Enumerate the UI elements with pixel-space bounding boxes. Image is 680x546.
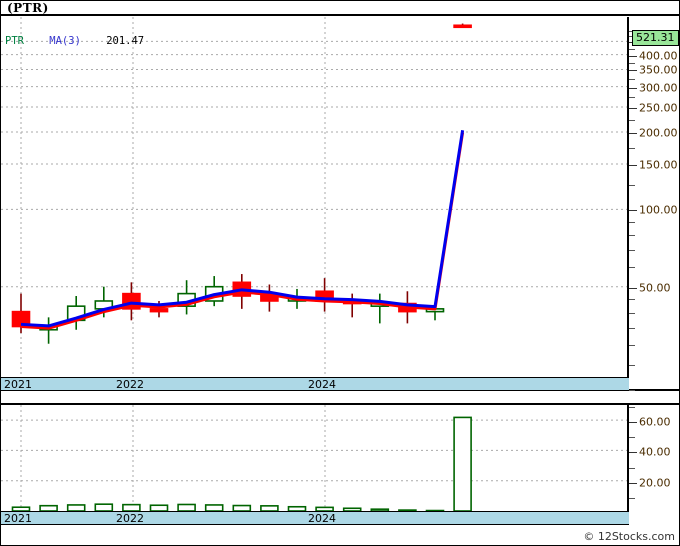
price-axis-tick: [629, 87, 637, 89]
price-legend: PTR MA(3) 201.47: [5, 35, 144, 47]
macd-axis-tick: [629, 452, 637, 454]
date-axis-label: 2022: [116, 378, 144, 391]
price-axis-minor-tick: [629, 365, 635, 367]
price-axis-label: 100.00: [639, 203, 678, 217]
legend-value: 201.47: [106, 35, 145, 47]
price-axis-minor-tick: [629, 48, 635, 50]
price-axis-label: 200.00: [639, 126, 678, 140]
price-axis-label: 350.00: [639, 63, 678, 77]
price-axis-label: 150.00: [639, 158, 678, 172]
macd-gridlines: [1, 419, 627, 482]
title-bar: (PTR): [1, 1, 679, 16]
macd-value-axis: 20.00 40.00 60.00: [629, 403, 679, 511]
candlestick-series: [11, 23, 472, 344]
macd-axis-minor-tick: [629, 497, 635, 499]
legend-symbol: PTR: [5, 35, 24, 47]
macd-axis-minor-tick: [629, 407, 635, 408]
copyright-notice: © 12Stocks.com: [583, 530, 675, 543]
price-axis-minor-tick: [629, 267, 635, 269]
legend-indicator: MA(3): [49, 35, 81, 47]
macd-plot-area[interactable]: [1, 405, 627, 511]
price-axis-minor-tick: [629, 78, 635, 80]
macd-chart-panel[interactable]: MACD(26,12,9) MACD:61.81: [1, 403, 629, 511]
price-axis-minor-tick: [629, 390, 635, 391]
price-axis-tick: [629, 55, 637, 57]
page-title: (PTR): [7, 1, 49, 15]
price-axis-label: 250.00: [639, 101, 678, 115]
price-axis-tick: [629, 165, 637, 167]
macd-axis-label: 60.00: [639, 415, 671, 429]
price-axis-tick: [629, 108, 637, 110]
price-axis-tick: [629, 287, 637, 289]
macd-axis-label: 20.00: [639, 476, 671, 490]
price-vertical-gridlines: [20, 17, 326, 389]
price-axis-minor-tick: [629, 97, 635, 99]
price-axis-tick: [629, 132, 637, 134]
price-axis-minor-tick: [629, 299, 635, 301]
price-plot-area[interactable]: [1, 17, 627, 389]
price-date-axis: 2021 2022 2024: [1, 377, 629, 391]
macd-axis-tick: [629, 422, 637, 424]
price-axis-tick: [629, 70, 637, 72]
price-value-axis: 50.00 100.00 150.00 200.00 250.00 300.00 350.0…: [629, 17, 679, 391]
macd-date-axis: 2021 2022 2024: [1, 511, 629, 525]
macd-histogram-series: [11, 416, 472, 511]
price-axis-minor-tick: [629, 327, 635, 329]
price-axis-tick: [629, 210, 637, 212]
macd-vertical-gridlines: [20, 405, 326, 511]
moving-average-line: [20, 130, 465, 330]
macd-axis-tick: [629, 482, 637, 484]
last-price-badge: 521.31: [632, 30, 679, 46]
price-axis-label: 50.00: [639, 281, 671, 295]
price-gridlines: [1, 40, 627, 288]
price-axis-minor-tick: [629, 62, 635, 64]
price-axis-label: 400.00: [639, 49, 678, 63]
price-axis-label: 300.00: [639, 81, 678, 95]
date-axis-label: 2021: [4, 378, 32, 391]
price-axis-minor-tick: [629, 147, 635, 149]
price-axis-minor-tick: [629, 222, 635, 224]
price-axis-minor-tick: [629, 344, 635, 346]
price-axis-minor-tick: [629, 185, 635, 187]
price-axis-minor-tick: [629, 235, 635, 237]
price-axis-minor-tick: [629, 250, 635, 252]
price-chart-panel[interactable]: PTR MA(3) 201.47: [1, 17, 629, 391]
macd-axis-minor-tick: [629, 467, 635, 469]
date-axis-label: 2022: [116, 512, 144, 525]
date-axis-label: 2024: [308, 378, 336, 391]
price-axis-minor-tick: [629, 312, 635, 314]
macd-axis-minor-tick: [629, 437, 635, 439]
macd-axis-label: 40.00: [639, 445, 671, 459]
price-axis-minor-tick: [629, 119, 635, 121]
date-axis-label: 2024: [308, 512, 336, 525]
date-axis-label: 2021: [4, 512, 32, 525]
